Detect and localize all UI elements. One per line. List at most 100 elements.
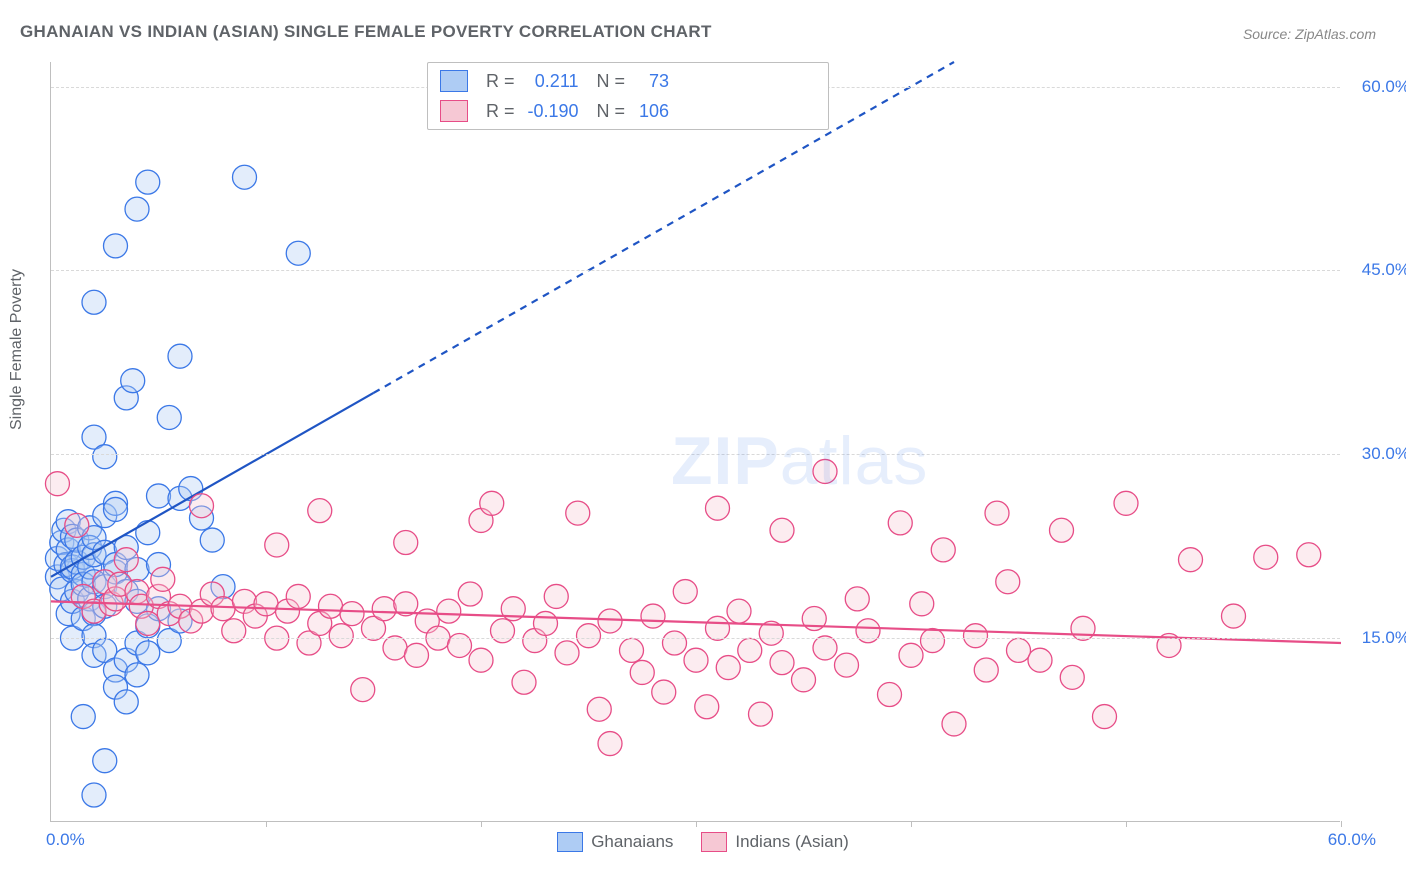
source-prefix: Source: bbox=[1243, 26, 1295, 42]
data-point bbox=[652, 680, 676, 704]
data-point bbox=[458, 582, 482, 606]
data-point bbox=[673, 580, 697, 604]
legend-swatch bbox=[440, 100, 468, 122]
y-tick-label: 45.0% bbox=[1350, 260, 1406, 280]
data-point bbox=[835, 653, 859, 677]
data-point bbox=[157, 405, 181, 429]
watermark-zip: ZIP bbox=[671, 423, 780, 499]
data-point bbox=[71, 705, 95, 729]
data-point bbox=[630, 660, 654, 684]
data-point bbox=[351, 678, 375, 702]
data-point bbox=[222, 619, 246, 643]
data-point bbox=[566, 501, 590, 525]
data-point bbox=[792, 668, 816, 692]
data-point bbox=[544, 584, 568, 608]
data-point bbox=[1028, 648, 1052, 672]
r-value: 0.211 bbox=[519, 71, 579, 92]
data-point bbox=[985, 501, 1009, 525]
data-point bbox=[716, 656, 740, 680]
data-point bbox=[1297, 543, 1321, 567]
data-point bbox=[942, 712, 966, 736]
data-point bbox=[598, 609, 622, 633]
data-point bbox=[265, 533, 289, 557]
data-point bbox=[727, 599, 751, 623]
data-point bbox=[1114, 491, 1138, 515]
data-point bbox=[82, 783, 106, 807]
data-point bbox=[136, 611, 160, 635]
data-point bbox=[437, 599, 461, 623]
x-tick bbox=[481, 821, 482, 827]
data-point bbox=[147, 484, 171, 508]
data-point bbox=[555, 641, 579, 665]
data-point bbox=[577, 624, 601, 648]
data-point bbox=[910, 592, 934, 616]
data-point bbox=[974, 658, 998, 682]
data-point bbox=[480, 491, 504, 515]
data-point bbox=[684, 648, 708, 672]
data-point bbox=[738, 638, 762, 662]
data-point bbox=[136, 521, 160, 545]
data-point bbox=[534, 611, 558, 635]
data-point bbox=[1071, 616, 1095, 640]
data-point bbox=[888, 511, 912, 535]
data-point bbox=[233, 165, 257, 189]
legend-swatch bbox=[440, 70, 468, 92]
gridline bbox=[51, 270, 1340, 271]
data-point bbox=[405, 643, 429, 667]
data-point bbox=[598, 732, 622, 756]
source-name: ZipAtlas.com bbox=[1295, 26, 1376, 42]
data-point bbox=[996, 570, 1020, 594]
data-point bbox=[878, 683, 902, 707]
data-point bbox=[125, 197, 149, 221]
watermark: ZIPatlas bbox=[671, 422, 928, 500]
data-point bbox=[200, 528, 224, 552]
data-point bbox=[121, 369, 145, 393]
data-point bbox=[1222, 604, 1246, 628]
data-point bbox=[190, 494, 214, 518]
data-point bbox=[856, 619, 880, 643]
y-tick-label: 15.0% bbox=[1350, 628, 1406, 648]
data-point bbox=[383, 636, 407, 660]
data-point bbox=[641, 604, 665, 628]
y-tick-label: 30.0% bbox=[1350, 444, 1406, 464]
stats-legend: R =0.211N =73R =-0.190N =106 bbox=[427, 62, 829, 130]
data-point bbox=[254, 592, 278, 616]
n-value: 106 bbox=[629, 101, 669, 122]
y-axis-label: Single Female Poverty bbox=[8, 269, 26, 430]
stats-legend-row: R =-0.190N =106 bbox=[428, 96, 828, 126]
n-label: N = bbox=[597, 71, 626, 92]
y-tick-label: 60.0% bbox=[1350, 77, 1406, 97]
data-point bbox=[663, 631, 687, 655]
data-point bbox=[770, 518, 794, 542]
data-point bbox=[1060, 665, 1084, 689]
legend-swatch bbox=[701, 832, 727, 852]
data-point bbox=[770, 651, 794, 675]
data-point bbox=[587, 697, 611, 721]
data-point bbox=[1050, 518, 1074, 542]
data-point bbox=[329, 624, 353, 648]
n-label: N = bbox=[597, 101, 626, 122]
series-legend: Ghanaians Indians (Asian) bbox=[0, 832, 1406, 857]
data-point bbox=[286, 241, 310, 265]
data-point bbox=[931, 538, 955, 562]
data-point bbox=[93, 445, 117, 469]
data-point bbox=[340, 602, 364, 626]
data-point bbox=[136, 641, 160, 665]
data-point bbox=[469, 648, 493, 672]
chart-title: GHANAIAN VS INDIAN (ASIAN) SINGLE FEMALE… bbox=[20, 22, 712, 42]
legend-swatch bbox=[557, 832, 583, 852]
data-point bbox=[695, 695, 719, 719]
data-point bbox=[211, 597, 235, 621]
legend-item: Ghanaians bbox=[557, 832, 673, 852]
data-point bbox=[114, 690, 138, 714]
plot-area: ZIPatlas R =0.211N =73R =-0.190N =106 15… bbox=[50, 62, 1340, 822]
data-point bbox=[45, 472, 69, 496]
data-point bbox=[845, 587, 869, 611]
r-value: -0.190 bbox=[519, 101, 579, 122]
data-point bbox=[899, 643, 923, 667]
data-point bbox=[114, 548, 138, 572]
legend-label: Indians (Asian) bbox=[735, 832, 848, 852]
stats-legend-row: R =0.211N =73 bbox=[428, 66, 828, 96]
data-point bbox=[1093, 705, 1117, 729]
data-point bbox=[286, 584, 310, 608]
